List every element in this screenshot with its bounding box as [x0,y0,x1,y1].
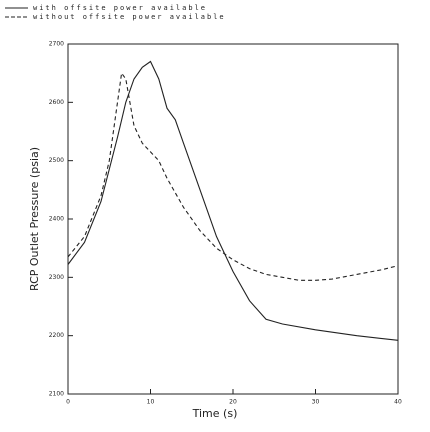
y-tick-label: 2100 [49,391,64,398]
y-axis-label: RCP Outlet Pressure (psia) [28,147,41,291]
x-tick-label: 20 [229,399,237,406]
y-tick-label: 2400 [49,216,64,223]
x-tick-label: 10 [147,399,155,406]
y-tick-label: 2700 [49,41,64,48]
x-tick-label: 40 [394,399,402,406]
y-tick-label: 2300 [49,274,64,281]
legend-label: without offsite power available [33,13,226,21]
x-tick-label: 0 [66,399,70,406]
series-line [67,60,399,341]
x-tick-label: 30 [312,399,320,406]
y-tick-label: 2500 [49,157,64,164]
y-tick-label: 2600 [49,99,64,106]
x-axis-label: Time (s) [192,407,238,420]
y-tick-label: 2200 [49,332,64,339]
series-line [67,71,399,281]
plot-frame [67,43,399,395]
legend-label: with offsite power available [33,4,207,12]
